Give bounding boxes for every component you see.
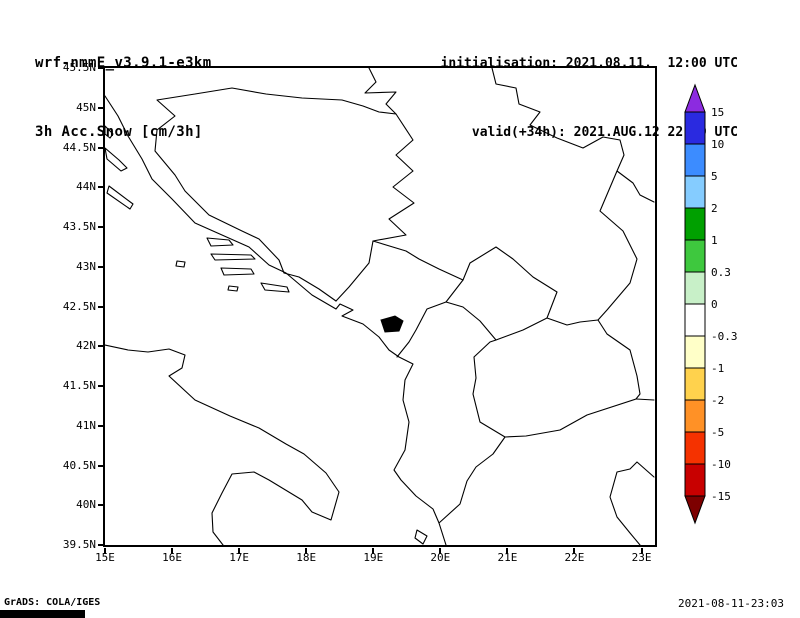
x-axis-tick-label: 19E [363, 551, 384, 564]
x-axis-tick-mark [573, 548, 576, 554]
border-kosovo [445, 246, 558, 341]
colorbar-level-label: 5 [711, 170, 718, 183]
y-axis-tick-mark [98, 464, 104, 467]
border-croatia-bosnia [154, 87, 397, 302]
x-axis-tick-label: 22E [564, 551, 585, 564]
x-axis-tick-mark [640, 548, 643, 554]
y-axis-tick-label: 45.5N [62, 61, 96, 74]
x-axis-tick-mark [238, 548, 241, 554]
y-axis-tick-label: 40N [76, 498, 96, 512]
y-axis-tick-label: 44N [76, 180, 96, 194]
y-axis-tick-mark [98, 146, 104, 149]
y-axis-tick-label: 45N [76, 100, 96, 114]
x-axis-tick-mark [506, 548, 509, 554]
y-axis-tick-label: 43.5N [62, 220, 96, 233]
y-axis-tick-mark [98, 305, 104, 308]
grads-credit: GrADS: COLA/IGES [4, 597, 101, 608]
colorbar-level-label: -1 [711, 362, 724, 375]
y-axis-tick-label: 41.5N [62, 379, 96, 392]
colorbar-level-label: -15 [711, 490, 731, 503]
colorbar-level-label: 0 [711, 298, 718, 311]
colorbar-level-label: -5 [711, 426, 724, 439]
border-albania-greece [438, 436, 506, 524]
x-axis-tick-mark [439, 548, 442, 554]
x-axis-tick-mark [171, 548, 174, 554]
colorbar-segment [684, 271, 706, 305]
y-axis-tick-label: 39.5N [62, 538, 96, 551]
colorbar-segment [684, 143, 706, 177]
colorbar-level-label: 1 [711, 234, 718, 247]
border-serbia-croatia-bosnia-drina [364, 68, 415, 242]
lake-skadar [380, 315, 404, 333]
colorbar-arrow-bottom [684, 495, 706, 525]
x-axis-tick-label: 17E [229, 551, 250, 564]
x-axis-tick-label: 15E [95, 551, 115, 564]
y-axis-tick-label: 43N [76, 259, 96, 273]
colorbar-segment [684, 431, 706, 465]
map-plot-frame [103, 66, 657, 547]
colorbar-level-label: -2 [711, 394, 724, 407]
coastline-adriatic-east [105, 95, 447, 545]
x-axis-tick-label: 20E [430, 551, 451, 564]
colorbar-arrow-top [684, 83, 706, 113]
x-axis-tick-mark [372, 548, 375, 554]
x-axis-tick-label: 23E [631, 551, 652, 564]
colorbar-level-label: -10 [711, 458, 731, 471]
x-axis-tick-mark [104, 548, 106, 554]
bottom-black-bar [0, 610, 85, 618]
colorbar-segment [684, 335, 706, 369]
y-axis-tick-mark [98, 186, 104, 189]
y-axis-tick-label: 42.5N [62, 299, 96, 313]
colorbar-segment [684, 207, 706, 241]
colorbar-level-label: 2 [711, 202, 718, 215]
colorbar-segment [684, 463, 706, 497]
map-outlines [105, 68, 655, 545]
x-axis-tick-mark [305, 548, 308, 554]
x-axis-tick-label: 21E [497, 551, 518, 564]
colorbar-level-label: 10 [711, 138, 724, 151]
colorbar-segment [684, 303, 706, 337]
border-north-macedonia [472, 317, 641, 438]
y-axis-tick-mark [98, 385, 104, 387]
colorbar-segment [684, 367, 706, 401]
x-axis-tick-label: 18E [296, 551, 317, 564]
y-axis-tick-label: 42N [76, 339, 96, 353]
colorbar-level-label: 0.3 [711, 266, 731, 279]
y-axis-tick-mark [98, 424, 104, 427]
colorbar-segment [684, 239, 706, 273]
y-axis-tick-mark [98, 67, 104, 69]
y-axis-tick-label: 41N [76, 418, 96, 432]
border-montenegro [335, 240, 464, 358]
y-axis-tick-mark [98, 265, 104, 268]
y-axis-tick-mark [98, 345, 104, 348]
colorbar-segment [684, 111, 706, 145]
y-axis-tick-mark [98, 544, 104, 546]
creation-timestamp: 2021-08-11-23:03 [678, 597, 784, 610]
y-axis-tick-label: 44.5N [62, 140, 96, 154]
border-serbia-romania-bulgaria [491, 68, 655, 401]
y-axis-tick-label: 40.5N [62, 458, 96, 472]
coastline-italy [105, 344, 340, 545]
colorbar: 15 10 5 2 1 0.3 0 -0.3 -1 -2 -5 -10 -15 [684, 83, 738, 525]
x-axis-tick-label: 16E [162, 551, 182, 564]
y-axis-tick-mark [98, 504, 104, 507]
colorbar-segment [684, 175, 706, 209]
colorbar-level-label: 15 [711, 106, 724, 119]
coastline-greece-aegean [609, 461, 655, 545]
croatian-islands [105, 125, 428, 545]
y-axis-tick-mark [98, 226, 104, 228]
y-axis-tick-mark [98, 106, 104, 109]
colorbar-level-label: -0.3 [711, 330, 738, 343]
colorbar-segment [684, 399, 706, 433]
